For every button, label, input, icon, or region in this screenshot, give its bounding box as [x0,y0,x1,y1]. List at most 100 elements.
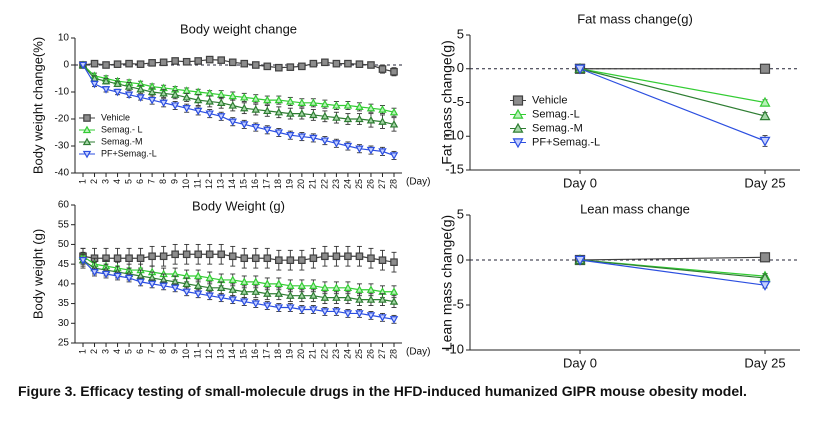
marker [320,293,330,301]
marker [170,284,180,293]
marker [286,291,295,299]
x-tick-label: 4 [112,179,122,184]
y-tick-label: -5 [452,94,464,109]
marker [217,113,226,121]
marker [124,82,134,90]
marker [263,302,272,310]
legend-label: Vehicle [532,94,567,106]
marker [217,250,226,259]
x-tick-label: 14 [227,349,237,359]
marker [344,59,352,68]
marker [205,273,214,282]
marker [309,306,318,314]
y-tick-label: 45 [58,259,70,270]
series-line [82,253,395,263]
marker [263,126,272,135]
marker [171,250,179,259]
x-tick-label: 2 [89,349,99,354]
marker [390,67,398,76]
legend-label: Semag.-L [532,108,580,120]
x-tick-label: 15 [239,349,249,359]
x-tick-label: Day 0 [563,355,597,370]
marker [390,258,398,266]
marker [378,65,387,73]
marker [759,281,771,291]
marker [378,256,387,265]
marker [286,256,295,265]
marker [205,250,214,259]
marker [309,110,318,119]
marker [240,103,249,112]
marker [309,281,318,289]
x-tick-label: 28 [388,349,398,359]
marker [297,98,307,106]
x-tick-label: 22 [319,349,329,359]
series-line [82,259,395,303]
legend-label: Vehicle [101,112,130,122]
marker [251,123,260,132]
marker [355,114,364,123]
legend-label: Semag.- L [101,124,143,134]
y-tick-label: 10 [58,33,70,44]
y-tick-label: -5 [452,296,464,311]
y-tick-label: 25 [58,338,70,349]
x-tick-label: 6 [135,349,145,354]
marker [512,138,524,149]
legend-label: Semag.-M [101,136,143,146]
marker [343,310,353,318]
marker [171,57,179,65]
marker [286,63,295,71]
y-tick-label: -30 [55,141,70,152]
y-axis-label: Body weight change(%) [30,37,45,174]
series-line [579,68,766,117]
x-tick-label: 21 [308,179,318,189]
x-tick-label: 20 [296,349,306,359]
marker [332,308,341,316]
marker [332,293,341,301]
marker [251,287,260,295]
marker [332,283,341,291]
y-tick-label: -20 [55,114,70,125]
marker [217,283,226,291]
x-tick-label: 21 [308,349,318,359]
x-tick-label: 1 [77,349,87,354]
marker [240,277,249,286]
marker [194,250,202,259]
marker [182,288,191,297]
y-tick-label: 60 [58,200,70,211]
marker [240,121,249,129]
marker [263,95,272,104]
marker [275,256,283,265]
x-tick-label: Day 25 [744,355,785,370]
y-tick-label: 0 [457,251,464,266]
marker [297,291,307,299]
marker [274,95,284,104]
marker [286,109,295,117]
marker [136,94,145,102]
x-tick-label: 12 [204,179,214,189]
marker [147,280,157,289]
marker [343,283,353,291]
marker [240,254,249,263]
marker [124,91,134,100]
marker [275,63,283,72]
marker [389,119,399,128]
marker [286,304,295,312]
series-line [579,256,766,261]
marker [343,114,353,123]
x-tick-label: 26 [365,349,375,359]
y-tick-label: 5 [457,26,464,41]
marker [205,97,214,105]
marker [240,59,249,68]
x-tick-label: 3 [100,179,110,184]
legend-label: Semag.-M [532,122,583,134]
y-tick-label: -15 [445,161,464,176]
marker [251,94,260,102]
x-tick-label: 8 [158,349,168,354]
marker [320,283,330,291]
marker [125,59,133,68]
marker [320,99,330,108]
series-line [579,259,766,279]
marker [82,125,92,134]
marker [205,55,214,64]
